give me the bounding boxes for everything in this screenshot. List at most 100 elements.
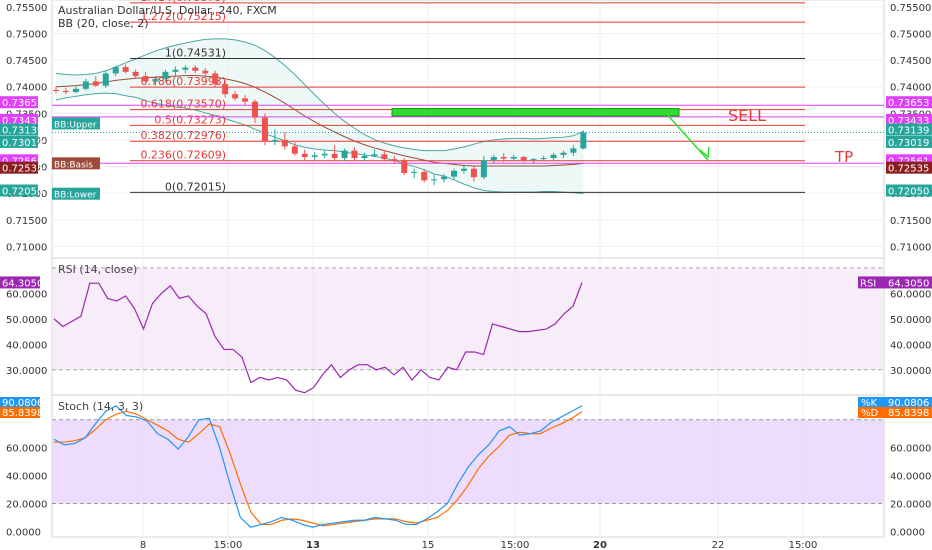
candle-body[interactable] <box>460 168 467 171</box>
stoch-k-tag-left-text: 90.0806 <box>2 398 43 409</box>
candle-body[interactable] <box>281 139 288 147</box>
stoch-band-fill <box>52 419 884 504</box>
candle-body[interactable] <box>361 155 368 159</box>
stoch-tick-label-left: 0.0000 <box>6 527 41 538</box>
candle-body[interactable] <box>570 148 577 153</box>
candle-body[interactable] <box>490 156 497 161</box>
candle-body[interactable] <box>301 153 308 157</box>
rsi-tag-text: RSI <box>860 278 876 289</box>
candle-body[interactable] <box>311 155 318 157</box>
stoch-tick-label-left: 20.0000 <box>6 499 47 510</box>
price-tag-right <box>886 135 932 148</box>
candle-body[interactable] <box>321 153 328 156</box>
candle-body[interactable] <box>470 168 477 178</box>
candle-body[interactable] <box>202 70 209 74</box>
bb-lower-tag <box>52 187 100 200</box>
candle-body[interactable] <box>242 98 249 102</box>
candle-body[interactable] <box>232 94 239 99</box>
stoch-indicator-label[interactable]: Stoch (14, 3, 3) <box>58 400 144 413</box>
candle-body[interactable] <box>341 150 348 159</box>
rsi-indicator-label[interactable]: RSI (14, close) <box>58 263 138 276</box>
price-tick-label-right: 0.71000 <box>890 242 931 253</box>
candle-body[interactable] <box>381 154 388 160</box>
candle-body[interactable] <box>252 101 258 118</box>
candle-body[interactable] <box>441 176 448 180</box>
candle-body[interactable] <box>53 89 59 91</box>
stoch-d-tag-right <box>858 407 932 418</box>
candle-body[interactable] <box>132 71 139 77</box>
rsi-tick-label-left: 30.0000 <box>6 366 47 377</box>
candle-body[interactable] <box>550 154 557 159</box>
candle-body[interactable] <box>271 139 278 142</box>
fib-level-label: 0.5(0.73273) <box>154 113 226 126</box>
candle-body[interactable] <box>261 117 268 142</box>
rsi-tick-label-left: 60.0000 <box>6 289 47 300</box>
candle-body[interactable] <box>212 73 219 85</box>
candle-body[interactable] <box>351 150 358 159</box>
candle-body[interactable] <box>192 67 199 71</box>
candle-body[interactable] <box>421 171 428 181</box>
x-tick-label: 15:00 <box>214 540 243 550</box>
rsi-line[interactable] <box>53 282 583 394</box>
fib-level-label: 0.382(0.72976) <box>140 129 226 142</box>
x-tick-label: 15 <box>422 540 435 550</box>
fib-level-label: 0(0.72015) <box>165 180 226 193</box>
candle-body[interactable] <box>62 90 69 93</box>
candle-body[interactable] <box>291 146 298 154</box>
candle-body[interactable] <box>480 160 487 178</box>
x-tick-label: 15:00 <box>789 540 818 550</box>
bb-indicator-label[interactable]: BB (20, close, 2) <box>58 17 149 30</box>
candle-body[interactable] <box>371 154 378 156</box>
rsi-tick-label-left: 50.0000 <box>6 315 47 326</box>
candle-body[interactable] <box>530 159 537 161</box>
candle-body[interactable] <box>72 88 79 93</box>
price-tag-right-text: 0.73433 <box>888 116 929 127</box>
candle-body[interactable] <box>331 153 338 159</box>
candle-body[interactable] <box>102 73 109 86</box>
candle-body[interactable] <box>172 69 179 72</box>
price-tag-left <box>0 135 38 148</box>
rsi-tick-label-right: 40.0000 <box>890 340 931 351</box>
rsi-value-tag-right <box>858 276 932 289</box>
candle-body[interactable] <box>510 156 517 159</box>
price-tag-left-text: 0.72535 <box>2 164 43 175</box>
price-tag-left <box>0 184 38 197</box>
candle-body[interactable] <box>142 76 149 82</box>
price-tick-label-right: 0.71500 <box>890 216 931 227</box>
stoch-d-tag-left-text: 85.8398 <box>2 408 43 419</box>
bb-upper-line[interactable] <box>55 38 584 152</box>
candle-body[interactable] <box>401 160 408 173</box>
stoch-d-tag-left <box>0 407 40 418</box>
candle-body[interactable] <box>112 67 119 74</box>
candle-body[interactable] <box>182 67 189 70</box>
candle-body[interactable] <box>431 179 438 181</box>
bb-lower-line[interactable] <box>55 92 584 195</box>
stoch-k-line[interactable] <box>53 405 583 528</box>
candle-body[interactable] <box>500 156 507 159</box>
fib-level-label: 1(0.74531) <box>165 46 226 59</box>
candle-body[interactable] <box>82 81 89 89</box>
price-tick-label-left: 0.71000 <box>6 242 47 253</box>
rsi-band-fill <box>52 267 884 370</box>
candle-body[interactable] <box>560 152 567 155</box>
bb-upper-tag-text: BB:Upper <box>54 120 97 130</box>
candle-body[interactable] <box>122 67 129 72</box>
candle-body[interactable] <box>222 84 229 95</box>
candle-body[interactable] <box>520 156 527 161</box>
forecast-arrow[interactable] <box>667 114 709 161</box>
candle-body[interactable] <box>451 170 457 177</box>
price-tag-right-text: 0.73653 <box>888 98 929 109</box>
price-tag-right-text: 0.72050 <box>888 186 929 197</box>
candle-body[interactable] <box>391 159 398 161</box>
candle-body[interactable] <box>540 158 547 160</box>
stoch-d-line[interactable] <box>54 410 583 527</box>
candle-body[interactable] <box>411 171 418 173</box>
candle-body[interactable] <box>92 81 99 86</box>
price-tag-right-text: 0.73139 <box>888 126 929 137</box>
candle-body[interactable] <box>152 78 159 82</box>
candle-body[interactable] <box>162 71 169 79</box>
fib-level-label: 0.786(0.73993) <box>140 75 226 88</box>
candle-body[interactable] <box>580 132 587 149</box>
sell-zone-rectangle[interactable] <box>391 108 680 117</box>
